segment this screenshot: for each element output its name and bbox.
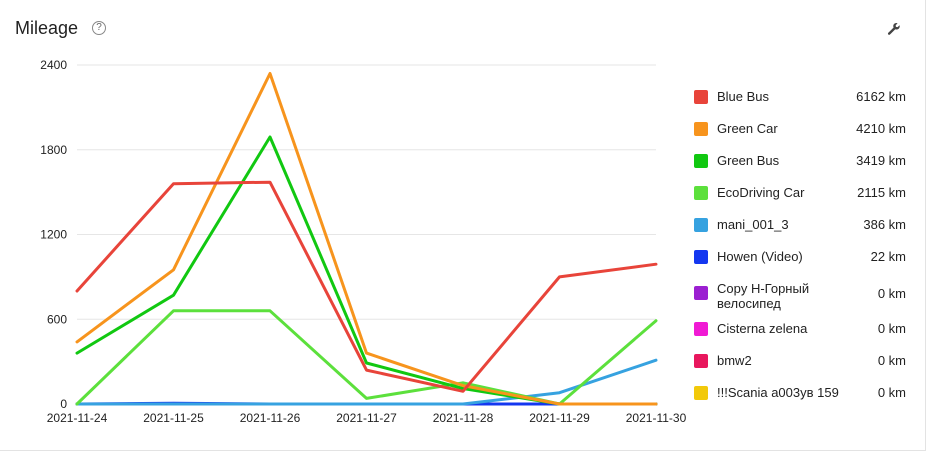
x-tick-label: 2021-11-24	[47, 411, 108, 425]
legend-swatch	[694, 386, 708, 400]
series-lines	[75, 72, 658, 406]
legend-value: 22 km	[870, 249, 906, 264]
legend-label: mani_001_3	[717, 217, 789, 232]
legend-label: Blue Bus	[717, 89, 770, 104]
legend-swatch	[694, 286, 708, 300]
y-tick-label: 1800	[40, 143, 67, 157]
legend-swatch	[694, 218, 708, 232]
y-tick-label: 0	[60, 397, 67, 411]
x-tick-label: 2021-11-26	[240, 411, 301, 425]
wrench-icon[interactable]	[887, 22, 901, 36]
legend-label: Cisterna zelena	[717, 321, 808, 336]
legend-label: !!!Scania а003ув 159	[717, 385, 839, 400]
x-tick-label: 2021-11-28	[433, 411, 494, 425]
chart-legend: Blue Bus 6162 km Green Car 4210 km Green Bus…	[694, 82, 906, 410]
x-tick-label: 2021-11-29	[529, 411, 590, 425]
legend-value: 2115 km	[857, 185, 906, 200]
series-line	[75, 135, 658, 406]
legend-value: 3419 km	[856, 153, 906, 168]
series-line	[75, 72, 658, 406]
x-tick-label: 2021-11-25	[143, 411, 204, 425]
tick-labels: 0 600 1200 1800 2400 2021-11-24 2021-11-25 2021…	[40, 58, 686, 425]
series-line	[75, 180, 658, 393]
legend-item[interactable]: Blue Bus 6162 km	[694, 82, 906, 114]
legend-value: 4210 km	[856, 121, 906, 136]
legend-swatch	[694, 322, 708, 336]
legend-item[interactable]: Green Bus 3419 km	[694, 146, 906, 178]
series-line	[75, 358, 658, 406]
legend-item[interactable]: Green Car 4210 km	[694, 114, 906, 146]
y-tick-label: 600	[47, 312, 67, 326]
legend-swatch	[694, 186, 708, 200]
legend-label: Green Car	[717, 121, 778, 136]
legend-label: Howen (Video)	[717, 249, 803, 264]
legend-swatch	[694, 354, 708, 368]
legend-value: 6162 km	[856, 89, 906, 104]
legend-swatch	[694, 250, 708, 264]
legend-swatch	[694, 90, 708, 104]
legend-value: 0 km	[877, 385, 906, 400]
x-tick-label: 2021-11-27	[336, 411, 397, 425]
legend-item[interactable]: EcoDriving Car 2115 km	[694, 178, 906, 210]
legend-value: 0 km	[877, 353, 906, 368]
legend-value: 0 km	[877, 286, 906, 301]
legend-item[interactable]: Howen (Video) 22 km	[694, 242, 906, 274]
legend-value: 0 km	[877, 321, 906, 336]
y-tick-label: 2400	[40, 58, 67, 72]
grid-lines	[77, 64, 656, 320]
widget-title: Mileage	[15, 18, 79, 38]
x-tick-label: 2021-11-30	[626, 411, 687, 425]
y-tick-label: 1200	[40, 228, 67, 242]
legend-item[interactable]: mani_001_3 386 km	[694, 210, 906, 242]
legend-item[interactable]: !!!Scania а003ув 159 0 km	[694, 378, 906, 410]
legend-item[interactable]: bmw2 0 km	[694, 346, 906, 378]
legend-label: EcoDriving Car	[717, 185, 805, 200]
legend-swatch	[694, 154, 708, 168]
legend-value: 386 km	[863, 217, 906, 232]
mileage-line-chart: 0 600 1200 1800 2400 2021-11-24 2021-11-25 2021…	[40, 58, 686, 425]
legend-label: Green Bus	[717, 153, 780, 168]
legend-swatch	[694, 122, 708, 136]
legend-item[interactable]: Cisterna zelena 0 km	[694, 314, 906, 346]
question-circle-icon[interactable]: ?	[92, 21, 106, 35]
legend-item[interactable]: Copy H-Горный велосипед 0 km	[694, 274, 906, 314]
legend-label: Copy H-Горный велосипед	[717, 281, 810, 311]
legend-label: bmw2	[717, 353, 752, 368]
